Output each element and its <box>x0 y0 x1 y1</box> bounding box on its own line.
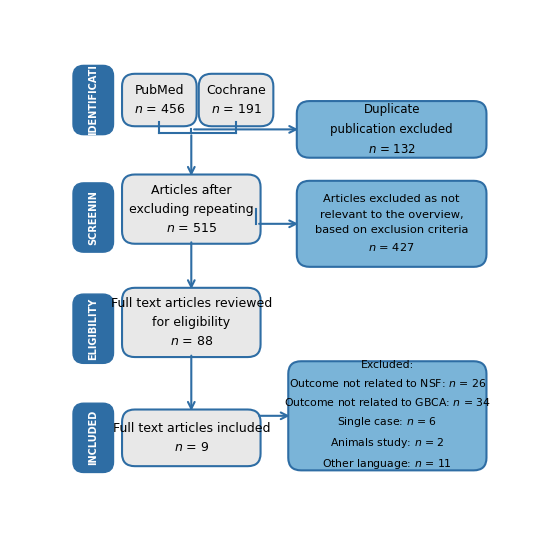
FancyBboxPatch shape <box>288 361 486 470</box>
Text: Cochrane
$n$ = 191: Cochrane $n$ = 191 <box>206 84 266 116</box>
Text: Full text articles reviewed
for eligibility
$n$ = 88: Full text articles reviewed for eligibil… <box>111 297 272 348</box>
Text: Excluded:
Outcome not related to NSF: $n$ = 26
Outcome not related to GBCA: $n$ : Excluded: Outcome not related to NSF: $n… <box>284 360 491 471</box>
FancyBboxPatch shape <box>73 65 113 135</box>
FancyBboxPatch shape <box>297 101 486 158</box>
FancyBboxPatch shape <box>122 74 197 126</box>
Text: Full text articles included
$n$ = 9: Full text articles included $n$ = 9 <box>113 422 270 454</box>
FancyBboxPatch shape <box>122 288 261 357</box>
Text: SCREENIN: SCREENIN <box>88 190 98 245</box>
FancyBboxPatch shape <box>73 183 113 252</box>
Text: Articles after
excluding repeating
$n$ = 515: Articles after excluding repeating $n$ =… <box>129 184 254 235</box>
Text: IDENTIFICATI: IDENTIFICATI <box>88 65 98 136</box>
Text: ELIGIBILITY: ELIGIBILITY <box>88 298 98 360</box>
Text: Articles excluded as not
relevant to the overview,
based on exclusion criteria
$: Articles excluded as not relevant to the… <box>315 195 468 253</box>
FancyBboxPatch shape <box>122 174 261 244</box>
FancyBboxPatch shape <box>199 74 273 126</box>
Text: PubMed
$n$ = 456: PubMed $n$ = 456 <box>134 84 185 116</box>
Text: Duplicate
publication excluded
$n$ = 132: Duplicate publication excluded $n$ = 132 <box>331 103 453 156</box>
FancyBboxPatch shape <box>73 403 113 473</box>
Text: INCLUDED: INCLUDED <box>88 410 98 465</box>
FancyBboxPatch shape <box>73 294 113 364</box>
FancyBboxPatch shape <box>297 181 486 267</box>
FancyBboxPatch shape <box>122 409 261 466</box>
